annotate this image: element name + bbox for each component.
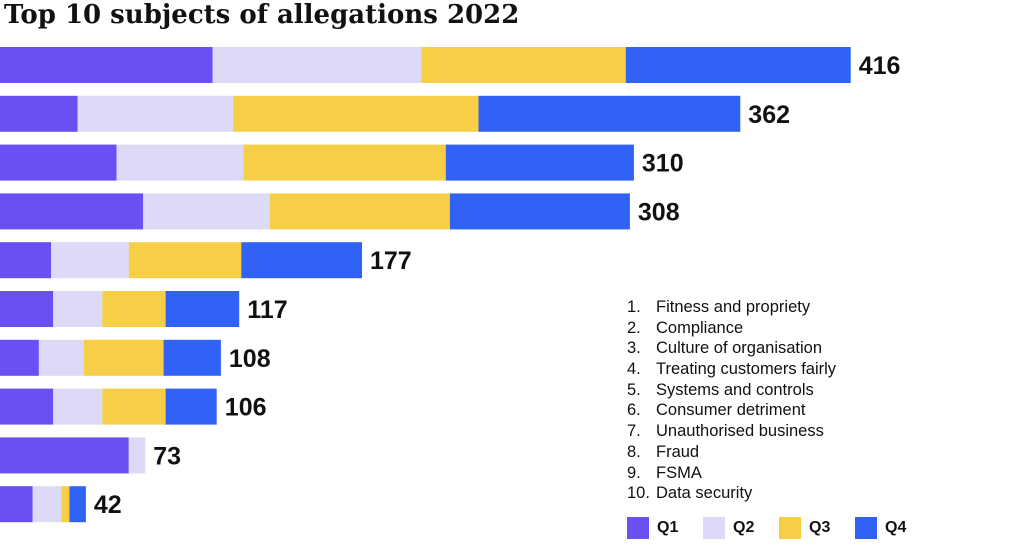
total-label-2: 362: [748, 101, 790, 129]
subject-number: 6.: [627, 401, 641, 420]
bar-8-q4: [165, 388, 217, 425]
subject-number: 4.: [627, 360, 641, 379]
total-label-10: 42: [94, 491, 122, 519]
bar-9-q1: [0, 437, 129, 474]
bar-4-q3: [269, 193, 450, 230]
bar-3-q2: [116, 144, 244, 181]
bar-8-q1: [0, 388, 54, 425]
subject-item: 7. Unauthorised business: [627, 421, 836, 442]
subject-item: 3. Culture of organisation: [627, 338, 836, 359]
bar-10-q4: [69, 486, 86, 523]
subject-label: Compliance: [656, 318, 744, 337]
bar-2-q4: [478, 95, 741, 132]
legend-swatch: [703, 517, 725, 539]
bar-3-q4: [445, 144, 634, 181]
total-label-9: 73: [153, 442, 181, 470]
bar-1-q1: [0, 47, 213, 83]
legend-swatch: [779, 517, 801, 539]
bar-6-q2: [53, 291, 103, 327]
chart-title: Top 10 subjects of allegations 2022: [4, 0, 520, 30]
subject-item: 8. Fraud: [627, 442, 836, 463]
bar-6-q3: [102, 291, 166, 327]
subject-number: 9.: [627, 463, 641, 482]
bar-9-q2: [128, 437, 146, 474]
subject-label: Data security: [656, 484, 753, 503]
total-label-6: 117: [247, 296, 287, 324]
legend-label: Q4: [885, 519, 907, 536]
legend-label: Q1: [657, 519, 679, 536]
subject-label: Fitness and propriety: [656, 298, 811, 316]
bar-10-q3: [61, 486, 70, 523]
subject-number: 5.: [627, 380, 641, 399]
legend-swatch: [627, 517, 649, 539]
total-label-3: 310: [642, 150, 684, 178]
total-label-7: 108: [229, 345, 271, 373]
legend-item-q1: Q1: [627, 517, 703, 539]
bar-7-q4: [163, 339, 221, 376]
legend-swatch: [855, 517, 877, 539]
bar-3-q3: [243, 144, 446, 181]
bar-3-q1: [0, 144, 117, 181]
subject-number: 10.: [627, 484, 650, 503]
subject-item: 9. FSMA: [627, 463, 836, 484]
bar-6-q1: [0, 291, 54, 327]
subject-label: Unauthorised business: [656, 422, 824, 441]
legend: Q1 Q2 Q3 Q4: [627, 517, 931, 539]
subject-label: Fraud: [656, 442, 700, 461]
legend-label: Q2: [733, 519, 755, 536]
subject-number: 3.: [627, 339, 641, 358]
bar-1-q3: [421, 47, 626, 83]
subject-label: Systems and controls: [656, 380, 814, 399]
subject-item: 5. Systems and controls: [627, 380, 836, 401]
bar-8-q3: [102, 388, 166, 425]
bar-5-q4: [241, 242, 362, 279]
bar-4-q2: [143, 193, 270, 230]
subject-label: FSMA: [656, 463, 702, 482]
bar-7-q3: [83, 339, 164, 376]
bar-2-q1: [0, 95, 78, 132]
legend-item-q4: Q4: [855, 517, 931, 539]
bar-10-q1: [0, 486, 33, 523]
subject-list: 1. Fitness and propriety 2. Compliance 3. Cul…: [627, 297, 836, 504]
subject-number: 2.: [627, 318, 641, 337]
bar-5-q1: [0, 242, 52, 279]
bar-2-q3: [233, 95, 479, 132]
bar-8-q2: [53, 388, 103, 425]
bar-1-q2: [212, 47, 422, 83]
bar-5-q2: [51, 242, 129, 279]
bar-4-q1: [0, 193, 144, 230]
subject-label: Consumer detriment: [656, 401, 806, 420]
subject-item: 1. Fitness and propriety: [627, 297, 836, 318]
bar-10-q2: [32, 486, 62, 523]
bar-2-q2: [77, 95, 234, 132]
subject-number: 8.: [627, 442, 641, 461]
bar-4-q4: [449, 193, 630, 230]
total-label-5: 177: [370, 247, 412, 275]
subject-number: 1.: [627, 298, 641, 316]
subject-label: Treating customers fairly: [656, 360, 837, 379]
subject-item: 4. Treating customers fairly: [627, 359, 836, 380]
subject-item: 10. Data security: [627, 483, 836, 504]
legend-item-q3: Q3: [779, 517, 855, 539]
total-label-8: 106: [225, 394, 267, 422]
bar-7-q2: [38, 339, 84, 376]
subject-item: 6. Consumer detriment: [627, 400, 836, 421]
bar-7-q1: [0, 339, 39, 376]
legend-label: Q3: [809, 519, 831, 536]
legend-item-q2: Q2: [703, 517, 779, 539]
bar-1-q4: [625, 47, 851, 83]
total-label-1: 416: [859, 52, 901, 80]
subject-item: 2. Compliance: [627, 318, 836, 339]
bar-6-q4: [165, 291, 240, 327]
total-label-4: 308: [638, 198, 680, 226]
subject-number: 7.: [627, 422, 641, 441]
subject-label: Culture of organisation: [656, 339, 823, 358]
bar-5-q3: [128, 242, 242, 279]
